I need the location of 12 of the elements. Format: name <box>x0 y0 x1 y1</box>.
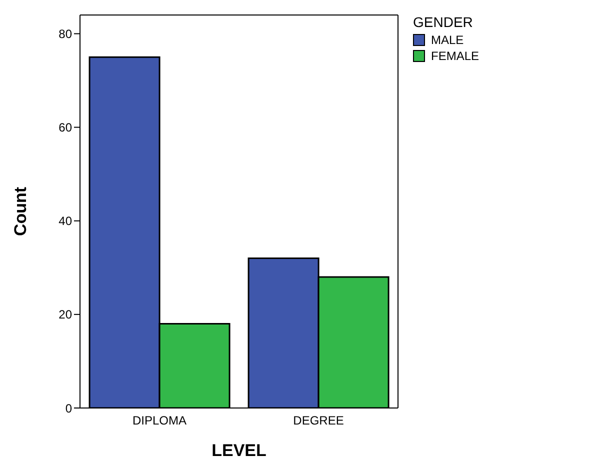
legend-label: FEMALE <box>430 48 480 64</box>
x-tick-label: DIPLOMA <box>132 414 187 428</box>
y-tick-label: 80 <box>58 26 72 41</box>
y-tick-label: 40 <box>58 214 72 228</box>
y-tick-label: 60 <box>58 120 72 135</box>
legend-title: GENDER <box>413 14 474 30</box>
y-tick-label: 20 <box>58 308 72 322</box>
x-tick-label: DEGREE <box>293 414 344 428</box>
y-tick-label: 0 <box>65 401 72 416</box>
legend-label: MALE <box>430 32 465 48</box>
x-axis-title: LEVEL <box>212 441 266 460</box>
y-axis-title: Count <box>11 186 30 236</box>
